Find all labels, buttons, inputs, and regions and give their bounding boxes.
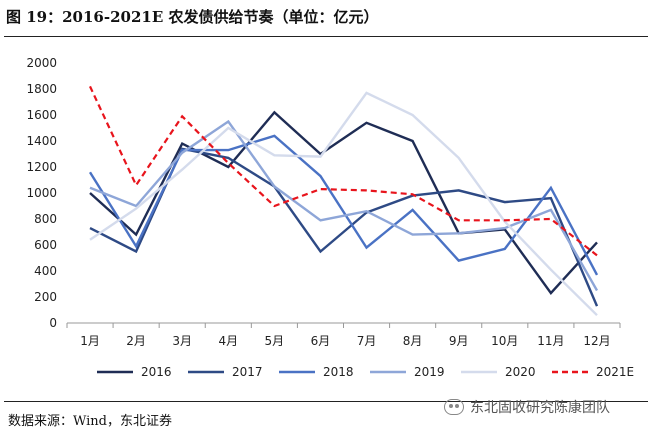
y-tick-label: 1000 <box>26 186 57 200</box>
y-tick-label: 600 <box>34 238 57 252</box>
x-tick-label: 1月 <box>80 334 100 348</box>
y-tick-label: 1200 <box>26 160 57 174</box>
wechat-icon <box>444 399 464 415</box>
legend-label: 2017 <box>232 365 263 379</box>
x-tick-label: 4月 <box>218 334 238 348</box>
y-tick-label: 200 <box>34 290 57 304</box>
legend-label: 2019 <box>414 365 445 379</box>
y-tick-label: 400 <box>34 264 57 278</box>
bottom-rule <box>4 401 648 402</box>
legend-label: 2021E <box>596 365 634 379</box>
series-line-2021e <box>89 85 598 257</box>
x-tick-label: 6月 <box>311 334 331 348</box>
x-tick-label: 5月 <box>265 334 285 348</box>
watermark: 东北固收研究陈康团队 <box>444 397 610 417</box>
y-tick-label: 1400 <box>26 134 57 148</box>
y-tick-label: 1800 <box>26 82 57 96</box>
data-source: 数据来源：Wind，东北证券 <box>8 414 172 429</box>
x-tick-label: 3月 <box>172 334 192 348</box>
x-tick-label: 10月 <box>491 334 518 348</box>
legend-label: 2018 <box>323 365 354 379</box>
watermark-text: 东北固收研究陈康团队 <box>470 400 610 416</box>
series-line-2020 <box>89 91 598 317</box>
x-tick-label: 11月 <box>537 334 564 348</box>
y-tick-label: 2000 <box>26 56 57 70</box>
series-line-2019 <box>89 119 599 292</box>
y-tick-label: 0 <box>49 316 57 330</box>
x-tick-label: 8月 <box>403 334 423 348</box>
x-tick-label: 2月 <box>126 334 146 348</box>
y-tick-label: 800 <box>34 212 57 226</box>
legend-label: 2016 <box>141 365 172 379</box>
legend-label: 2020 <box>505 365 536 379</box>
top-rule <box>4 36 648 37</box>
x-tick-label: 7月 <box>357 334 377 348</box>
series-line-2018 <box>88 134 599 276</box>
x-tick-label: 12月 <box>583 334 610 348</box>
chart-title: 图 19：2016-2021E 农发债供给节奏（单位：亿元） <box>6 8 379 26</box>
x-tick-label: 9月 <box>449 334 469 348</box>
y-tick-label: 1600 <box>26 108 57 122</box>
